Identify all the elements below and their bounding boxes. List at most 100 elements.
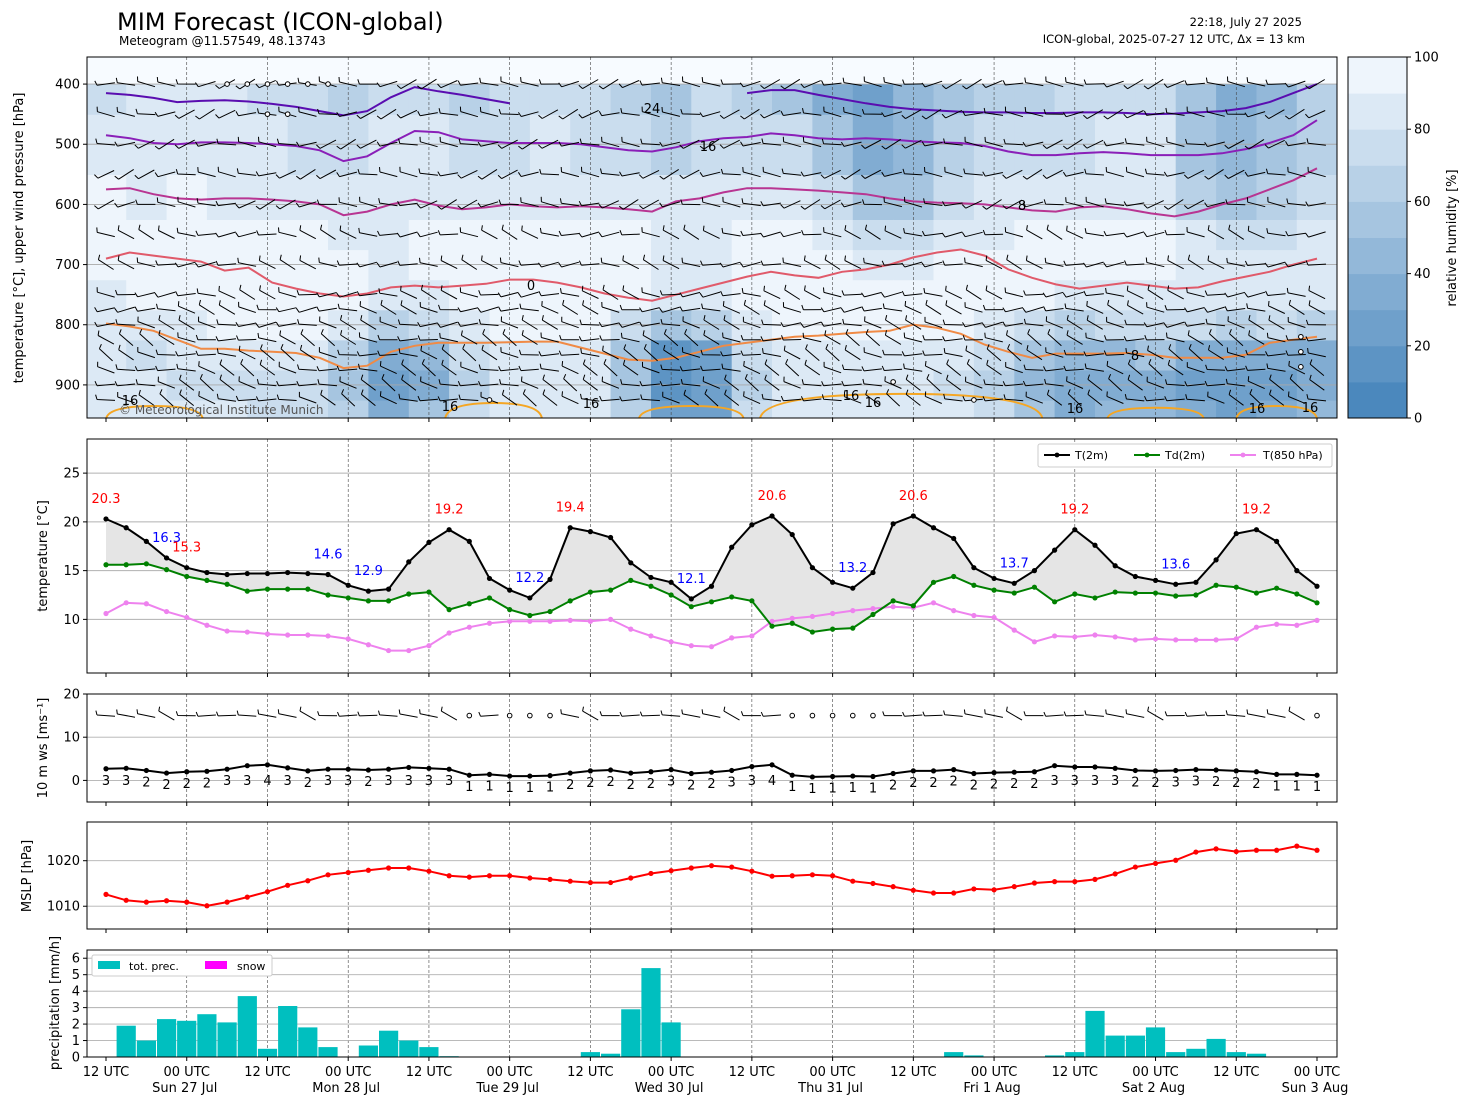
series-0 (103, 513, 1320, 602)
wind-barb (620, 332, 640, 343)
data-point (971, 612, 977, 619)
precipitation-bar (1166, 1052, 1186, 1057)
data-point (1092, 764, 1098, 770)
wind-barb (720, 79, 741, 85)
wind-barb (1305, 201, 1326, 207)
wind-barb (824, 254, 841, 270)
data-point (264, 762, 271, 768)
wind-barb (539, 227, 559, 237)
humidity-cell (772, 399, 813, 418)
wind-barb (1066, 330, 1083, 345)
wind-barb (297, 319, 317, 326)
beaufort-number: 3 (324, 774, 332, 789)
wind-barb (1266, 363, 1286, 372)
wind-barb (117, 255, 135, 270)
wind-barb (195, 334, 216, 341)
precipitation-bar (318, 1047, 338, 1057)
wind-barb (1305, 319, 1327, 326)
wind-barb (1043, 306, 1064, 312)
data-point (1052, 547, 1058, 553)
wind-barb (316, 292, 337, 298)
isotherm-line (105, 404, 204, 418)
wind-barb (461, 254, 478, 270)
data-point (688, 770, 694, 777)
wind-barb (983, 379, 1004, 387)
beaufort-number: 2 (566, 778, 574, 793)
wind-barb (965, 284, 982, 301)
upper-wind-barbs (94, 76, 1327, 407)
chart-subtitle: Meteogram @11.57549, 48.13743 (119, 34, 326, 48)
beaufort-number: 2 (162, 778, 170, 793)
precipitation-bar (1125, 1035, 1145, 1057)
humidity-cell (772, 174, 813, 220)
data-point (951, 608, 957, 614)
wind-barb (984, 136, 1003, 148)
wind-barb (114, 201, 135, 208)
data-point (406, 865, 412, 871)
data-point (385, 865, 392, 871)
data-point (648, 870, 654, 877)
wind-barb (761, 138, 782, 146)
wind-barb (216, 319, 237, 326)
wind-barb (1083, 290, 1104, 297)
wind-barb (299, 225, 317, 240)
wind-barb (154, 171, 176, 178)
data-point (486, 873, 493, 879)
wind-barb (502, 329, 517, 347)
wind-barb (1284, 80, 1306, 88)
wind-barb (134, 139, 155, 149)
wind-barb (943, 393, 963, 402)
wind-barb (256, 378, 277, 387)
data-point (910, 887, 916, 893)
wind-barb (864, 224, 881, 240)
wind-barb (578, 200, 600, 207)
wind-barb (94, 321, 115, 327)
wind-barb (360, 315, 377, 330)
data-point (668, 868, 674, 874)
wind-barb (841, 364, 862, 371)
wind-barb (1308, 300, 1326, 315)
wind-barb (783, 376, 801, 389)
data-point (567, 770, 573, 776)
humidity-cell (489, 84, 531, 115)
wind-barb (478, 711, 499, 717)
wind-barb (1227, 76, 1246, 88)
wind-barb (478, 319, 499, 326)
precipitation-bar (580, 1052, 600, 1057)
wind-barb (921, 141, 943, 147)
calm-marker (527, 712, 533, 719)
data-point (1132, 864, 1138, 870)
wind-barb (1166, 332, 1185, 343)
wind-barb (863, 257, 882, 267)
wind-barb (1087, 389, 1103, 406)
wind-barb (598, 110, 620, 117)
colorbar-band (1348, 309, 1407, 347)
wind-barb (500, 316, 519, 329)
data-point (305, 570, 311, 577)
colorbar-bands (1348, 57, 1407, 419)
colorbar-band (1348, 381, 1407, 419)
x-tick-label: 00 UTC (325, 1065, 371, 1080)
wind-barb (1186, 106, 1205, 118)
wind-barb (823, 106, 842, 118)
wind-barb (1103, 261, 1125, 268)
wind-barb (641, 287, 660, 298)
wind-barb (780, 200, 801, 209)
series-2 (103, 600, 1320, 654)
beaufort-number: 3 (1091, 774, 1099, 789)
wind-barb (256, 230, 277, 236)
humidity-cell (812, 399, 854, 418)
precipitation-bar (217, 1022, 237, 1057)
wind-barb (1125, 709, 1145, 718)
data-point (1193, 579, 1199, 585)
data-point (850, 608, 856, 614)
wind-barb (1143, 231, 1165, 238)
wind-barb (541, 301, 559, 314)
wind-barb (319, 316, 337, 329)
wind-barb (1284, 108, 1305, 120)
data-point (587, 589, 594, 595)
wind-barb (1123, 110, 1144, 119)
wind-barb (1147, 284, 1164, 301)
data-point (910, 513, 916, 519)
humidity-cell (489, 174, 531, 220)
